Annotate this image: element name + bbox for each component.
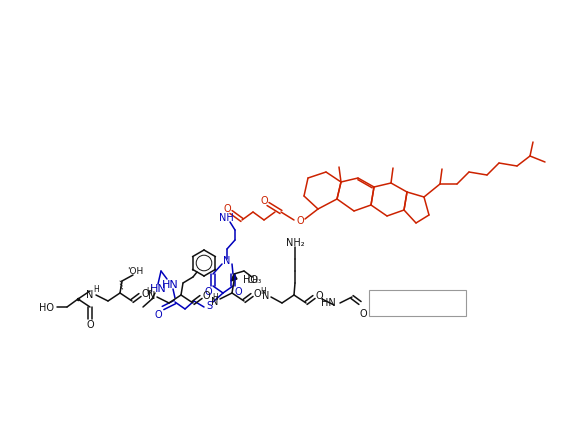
Text: O: O xyxy=(204,286,212,296)
Text: O: O xyxy=(315,290,323,300)
Text: H: H xyxy=(212,293,218,302)
Text: H: H xyxy=(260,287,266,296)
Text: O: O xyxy=(253,288,261,298)
Text: H: H xyxy=(146,287,152,296)
Polygon shape xyxy=(231,274,237,281)
Text: HN: HN xyxy=(150,283,166,294)
Text: O: O xyxy=(223,204,231,213)
Text: O: O xyxy=(296,216,304,225)
Text: N: N xyxy=(223,256,230,265)
Text: O: O xyxy=(260,196,268,205)
Text: N: N xyxy=(211,296,219,306)
Text: O: O xyxy=(234,286,242,296)
Text: O: O xyxy=(141,288,149,298)
Text: HO: HO xyxy=(243,274,258,284)
FancyBboxPatch shape xyxy=(369,290,466,316)
Text: O: O xyxy=(86,319,94,329)
Text: H: H xyxy=(93,285,98,294)
Text: HN: HN xyxy=(321,297,335,307)
Text: 'OH: 'OH xyxy=(127,267,143,276)
Text: S: S xyxy=(206,300,212,310)
Text: O: O xyxy=(359,308,367,318)
Text: CH₃: CH₃ xyxy=(248,276,262,285)
Text: peptidesbank: peptidesbank xyxy=(379,298,455,308)
Text: O: O xyxy=(154,309,162,319)
Text: N: N xyxy=(148,290,156,300)
Text: N: N xyxy=(262,290,270,300)
Text: N: N xyxy=(86,289,94,299)
Text: HN: HN xyxy=(162,279,179,289)
Text: O: O xyxy=(202,290,210,300)
Text: HO: HO xyxy=(40,302,55,312)
Text: NH: NH xyxy=(219,213,233,222)
Text: NH₂: NH₂ xyxy=(286,237,304,248)
